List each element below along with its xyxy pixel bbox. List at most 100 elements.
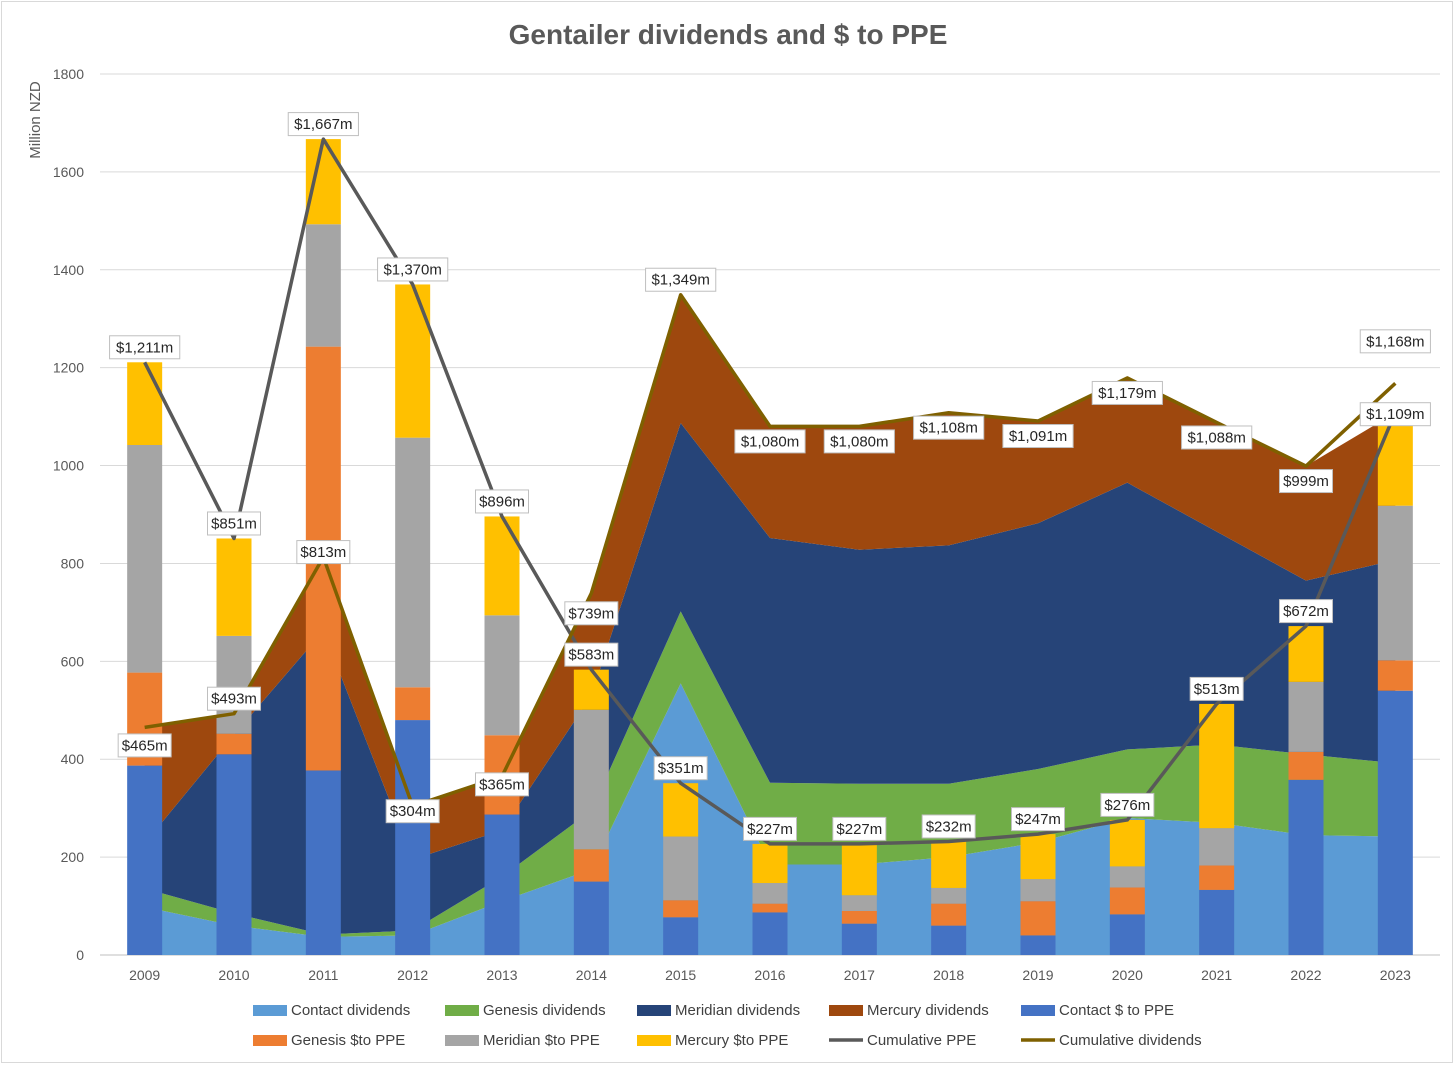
bar-contact-to-ppe-2017 xyxy=(841,923,877,955)
bar-genesis-to-ppe-2012 xyxy=(395,687,431,721)
legend-swatch-genesis-dividends xyxy=(445,1005,479,1016)
data-labels: $1,211m $851m $1,667m $1,370m $896m $583m $351… xyxy=(109,112,1431,841)
dividend-areas xyxy=(144,294,1396,955)
bar-meridian-to-ppe-2017 xyxy=(841,895,877,911)
x-tick-label: 2016 xyxy=(754,967,785,983)
dividend-label-2022: $999m xyxy=(1283,473,1329,490)
ppe-label-2017-box xyxy=(832,816,887,841)
bar-mercury-to-ppe-2013 xyxy=(484,516,520,616)
y-tick-label: 1200 xyxy=(53,360,84,376)
y-axis-label: Million NZD xyxy=(27,81,44,159)
dividend-label-2014-box xyxy=(564,601,619,626)
x-tick-label: 2011 xyxy=(308,967,338,983)
x-tick-label: 2022 xyxy=(1290,967,1321,983)
dividend-label-2009: $465m xyxy=(122,737,168,754)
bar-genesis-to-ppe-2021 xyxy=(1199,865,1235,890)
ppe-bars xyxy=(127,139,1413,955)
legend-swatch-contact-dividends xyxy=(253,1005,287,1016)
bar-meridian-to-ppe-2014 xyxy=(573,709,609,850)
ppe-label-2022-box xyxy=(1279,599,1333,624)
area-genesis-dividends xyxy=(144,611,1396,937)
ppe-label-2011-box xyxy=(287,112,359,137)
dividend-label-2018: $1,108m xyxy=(919,420,977,437)
y-tick-label: 600 xyxy=(61,653,85,669)
legend-label-mercury-dividends: Mercury dividends xyxy=(867,1002,989,1019)
bar-contact-to-ppe-2021 xyxy=(1199,889,1235,955)
bar-contact-to-ppe-2014 xyxy=(573,881,609,955)
bar-meridian-to-ppe-2012 xyxy=(395,437,431,688)
dividend-label-2015-box xyxy=(645,267,717,292)
dividend-label-2013: $365m xyxy=(479,776,525,793)
bar-genesis-to-ppe-2020 xyxy=(1109,887,1145,915)
ppe-label-2010: $851m xyxy=(211,515,257,532)
x-tick-label: 2014 xyxy=(576,967,607,983)
bar-mercury-to-ppe-2021 xyxy=(1199,703,1235,829)
dividend-label-2020: $1,179m xyxy=(1098,385,1156,402)
legend-swatch-meridian-to-ppe xyxy=(445,1035,479,1046)
bar-mercury-to-ppe-2023 xyxy=(1377,412,1413,506)
ppe-label-2015-box xyxy=(653,756,708,781)
dividend-label-2017: $1,080m xyxy=(830,433,888,450)
y-tick-label: 1400 xyxy=(53,262,84,278)
bar-contact-to-ppe-2016 xyxy=(752,912,788,955)
bar-genesis-to-ppe-2022 xyxy=(1288,751,1324,780)
ppe-label-2014: $583m xyxy=(568,647,614,664)
dividend-label-2009-box xyxy=(117,733,172,758)
ppe-label-2021: $513m xyxy=(1194,681,1240,698)
ppe-label-2023-box xyxy=(1359,402,1431,427)
ppe-label-2020: $276m xyxy=(1104,797,1150,814)
bar-mercury-to-ppe-2020 xyxy=(1109,819,1145,867)
bar-meridian-to-ppe-2009 xyxy=(127,444,163,673)
dividend-label-2021: $1,088m xyxy=(1187,429,1245,446)
dividend-label-2010: $493m xyxy=(211,691,257,708)
bar-meridian-to-ppe-2015 xyxy=(663,836,699,901)
ppe-label-2014-box xyxy=(564,642,619,667)
legend: Contact dividends Genesis dividends Meridi… xyxy=(253,1002,1202,1049)
y-tick-label: 800 xyxy=(61,555,85,571)
legend-label-meridian-dividends: Meridian dividends xyxy=(675,1002,800,1019)
bar-contact-to-ppe-2013 xyxy=(484,814,520,955)
legend-swatch-mercury-dividends xyxy=(829,1005,863,1016)
ppe-label-2020-box xyxy=(1100,792,1155,817)
x-tick-label: 2020 xyxy=(1112,967,1143,983)
legend-label-genesis-to-ppe: Genesis $to PPE xyxy=(291,1032,405,1049)
bar-genesis-to-ppe-2019 xyxy=(1020,901,1056,936)
dividend-label-2019-box xyxy=(1002,424,1074,449)
bar-mercury-to-ppe-2010 xyxy=(216,538,252,636)
bar-contact-to-ppe-2012 xyxy=(395,720,431,955)
dividend-label-2014: $739m xyxy=(568,605,614,622)
bar-mercury-to-ppe-2014 xyxy=(573,669,609,710)
bar-meridian-to-ppe-2016 xyxy=(752,883,788,904)
bar-mercury-to-ppe-2019 xyxy=(1020,834,1056,880)
legend-swatch-contact-to-ppe xyxy=(1021,1005,1055,1016)
ppe-label-2009-box xyxy=(109,335,181,360)
x-tick-label: 2019 xyxy=(1022,967,1053,983)
dividend-label-2012: $304m xyxy=(390,803,436,820)
axis-ticks: 0 200 400 600 800 1000 1200 1400 1600 1800 2009 201… xyxy=(53,66,1411,983)
bar-contact-to-ppe-2015 xyxy=(663,917,699,955)
y-tick-label: 400 xyxy=(61,751,85,767)
dividend-label-2023-box xyxy=(1359,329,1431,354)
bar-mercury-to-ppe-2018 xyxy=(931,841,967,888)
dividend-label-2015: $1,349m xyxy=(651,272,709,289)
ppe-label-2009: $1,211m xyxy=(116,339,173,356)
bar-contact-to-ppe-2011 xyxy=(305,770,341,955)
bar-contact-to-ppe-2009 xyxy=(127,765,163,955)
bar-meridian-to-ppe-2019 xyxy=(1020,879,1056,902)
bar-contact-to-ppe-2018 xyxy=(931,925,967,955)
ppe-label-2012: $1,370m xyxy=(383,261,441,278)
dividend-label-2011-box xyxy=(296,540,351,565)
x-tick-label: 2018 xyxy=(933,967,964,983)
bar-mercury-to-ppe-2011 xyxy=(305,139,341,225)
y-tick-label: 0 xyxy=(76,947,84,963)
x-tick-label: 2010 xyxy=(218,967,249,983)
legend-label-meridian-to-ppe: Meridian $to PPE xyxy=(483,1032,600,1049)
ppe-label-2016: $227m xyxy=(747,821,793,838)
legend-swatch-mercury-to-ppe xyxy=(637,1035,671,1046)
bar-contact-to-ppe-2010 xyxy=(216,754,252,955)
dividend-label-2019: $1,091m xyxy=(1009,428,1067,445)
legend-label-cumulative-dividends: Cumulative dividends xyxy=(1059,1032,1202,1049)
bar-genesis-to-ppe-2015 xyxy=(663,900,699,918)
legend-label-contact-to-ppe: Contact $ to PPE xyxy=(1059,1002,1174,1019)
